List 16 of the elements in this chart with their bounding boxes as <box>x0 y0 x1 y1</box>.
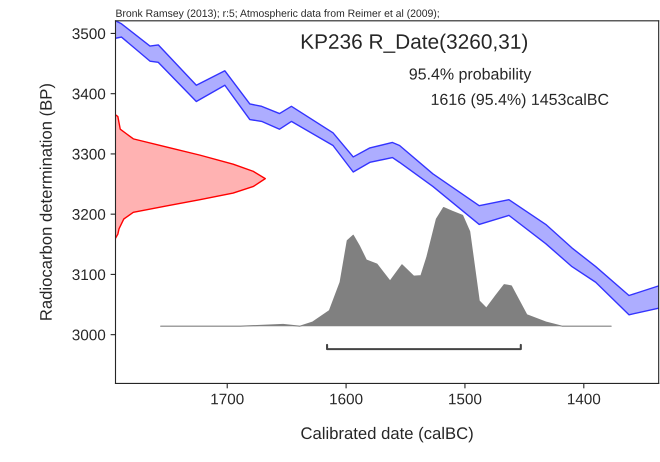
annotation: 95.4% probability <box>410 68 532 83</box>
x-tick-label: 1500 <box>449 394 482 404</box>
text: Bronk Ramsey (2013); r:5; Atmospheric data from Reimer et al (2009); <box>116 9 439 19</box>
y-axis-title: Radiocarbon determination (BP) <box>40 84 56 320</box>
y-tick-label: 3500 <box>72 28 106 40</box>
y-tick-label: 3300 <box>72 148 106 160</box>
x-tick-label: 1400 <box>568 394 600 404</box>
x-axis-title: Calibrated date (calBC) <box>301 426 473 442</box>
y-tick-label: 3200 <box>72 209 106 220</box>
y-tick-label: 3400 <box>72 88 106 100</box>
x-tick-label: 1600 <box>330 394 362 404</box>
x-tick-label: 1700 <box>211 394 244 404</box>
y-tick-label: 3000 <box>72 330 106 340</box>
y-tick-label: 3100 <box>72 269 106 280</box>
text: KP236 R_Date(3260,31) <box>302 34 528 54</box>
annotation: 1616 (95.4%) 1453calBC <box>432 93 608 108</box>
